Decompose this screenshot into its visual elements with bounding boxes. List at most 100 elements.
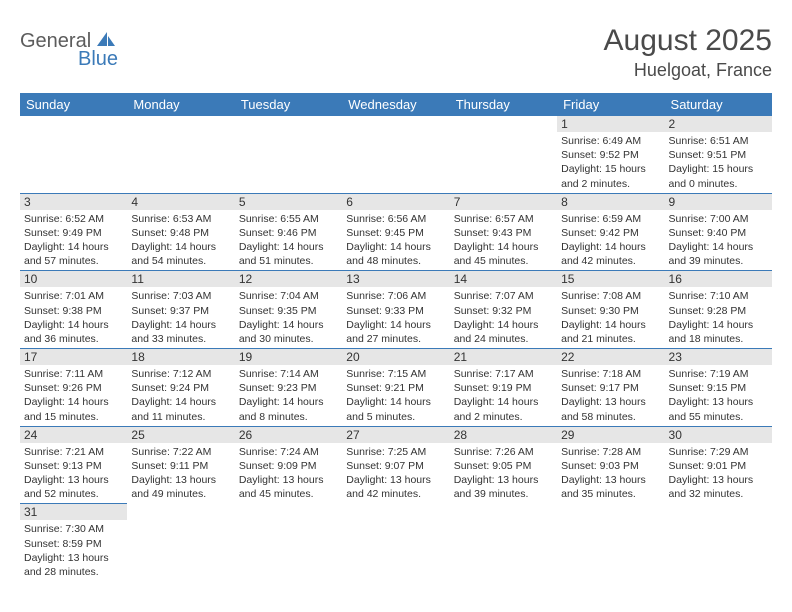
detail-line: Sunrise: 7:07 AM [454,289,553,303]
detail-line: and 36 minutes. [24,332,123,346]
calendar-cell [20,116,127,193]
detail-line: Sunrise: 7:21 AM [24,445,123,459]
calendar-row: 10Sunrise: 7:01 AMSunset: 9:38 PMDayligh… [20,271,772,349]
detail-line: and 5 minutes. [346,410,445,424]
calendar-cell: 4Sunrise: 6:53 AMSunset: 9:48 PMDaylight… [127,193,234,271]
detail-line: Daylight: 14 hours [561,240,660,254]
day-details: Sunrise: 6:53 AMSunset: 9:48 PMDaylight:… [127,210,234,271]
day-details: Sunrise: 7:00 AMSunset: 9:40 PMDaylight:… [665,210,772,271]
detail-line: Sunrise: 7:15 AM [346,367,445,381]
cell-wrap: 4Sunrise: 6:53 AMSunset: 9:48 PMDaylight… [127,194,234,271]
detail-line: Sunrise: 7:29 AM [669,445,768,459]
detail-line: Sunset: 9:45 PM [346,226,445,240]
calendar-cell: 14Sunrise: 7:07 AMSunset: 9:32 PMDayligh… [450,271,557,349]
detail-line: Sunrise: 6:52 AM [24,212,123,226]
calendar-cell [450,504,557,581]
detail-line: Sunset: 9:32 PM [454,304,553,318]
day-number: 23 [665,349,772,365]
detail-line: Daylight: 13 hours [346,473,445,487]
calendar-body: 1Sunrise: 6:49 AMSunset: 9:52 PMDaylight… [20,116,772,581]
detail-line: Daylight: 14 hours [561,318,660,332]
detail-line: Sunset: 9:26 PM [24,381,123,395]
day-details: Sunrise: 7:10 AMSunset: 9:28 PMDaylight:… [665,287,772,348]
day-details: Sunrise: 7:30 AMSunset: 8:59 PMDaylight:… [20,520,127,581]
day-details: Sunrise: 6:51 AMSunset: 9:51 PMDaylight:… [665,132,772,193]
cell-wrap: 25Sunrise: 7:22 AMSunset: 9:11 PMDayligh… [127,427,234,504]
day-number: 4 [127,194,234,210]
logo-text-blue: Blue [78,48,118,71]
day-details: Sunrise: 7:12 AMSunset: 9:24 PMDaylight:… [127,365,234,426]
day-details: Sunrise: 7:15 AMSunset: 9:21 PMDaylight:… [342,365,449,426]
detail-line: and 51 minutes. [239,254,338,268]
detail-line: Sunrise: 6:51 AM [669,134,768,148]
detail-line: Daylight: 14 hours [24,240,123,254]
detail-line: Sunset: 9:40 PM [669,226,768,240]
day-details: Sunrise: 7:07 AMSunset: 9:32 PMDaylight:… [450,287,557,348]
detail-line: Sunset: 9:13 PM [24,459,123,473]
detail-line: Sunrise: 7:14 AM [239,367,338,381]
day-number: 7 [450,194,557,210]
calendar-cell: 16Sunrise: 7:10 AMSunset: 9:28 PMDayligh… [665,271,772,349]
detail-line: and 42 minutes. [346,487,445,501]
cell-wrap: 11Sunrise: 7:03 AMSunset: 9:37 PMDayligh… [127,271,234,348]
day-details: Sunrise: 7:21 AMSunset: 9:13 PMDaylight:… [20,443,127,504]
detail-line: Sunrise: 7:28 AM [561,445,660,459]
detail-line: Sunrise: 7:03 AM [131,289,230,303]
detail-line: and 45 minutes. [454,254,553,268]
day-details: Sunrise: 6:56 AMSunset: 9:45 PMDaylight:… [342,210,449,271]
detail-line: Daylight: 14 hours [346,318,445,332]
detail-line: Sunset: 9:09 PM [239,459,338,473]
calendar-cell: 12Sunrise: 7:04 AMSunset: 9:35 PMDayligh… [235,271,342,349]
calendar-cell: 9Sunrise: 7:00 AMSunset: 9:40 PMDaylight… [665,193,772,271]
cell-wrap: 19Sunrise: 7:14 AMSunset: 9:23 PMDayligh… [235,349,342,426]
detail-line: Daylight: 15 hours [669,162,768,176]
detail-line: Daylight: 13 hours [561,473,660,487]
weekday-header-row: Sunday Monday Tuesday Wednesday Thursday… [20,93,772,116]
day-number: 17 [20,349,127,365]
day-number: 18 [127,349,234,365]
calendar-table: Sunday Monday Tuesday Wednesday Thursday… [20,93,772,581]
day-number: 31 [20,504,127,520]
detail-line: Sunrise: 6:49 AM [561,134,660,148]
day-details: Sunrise: 6:55 AMSunset: 9:46 PMDaylight:… [235,210,342,271]
calendar-cell: 1Sunrise: 6:49 AMSunset: 9:52 PMDaylight… [557,116,664,193]
calendar-cell [450,116,557,193]
detail-line: Daylight: 14 hours [454,395,553,409]
detail-line: Sunset: 9:37 PM [131,304,230,318]
detail-line: and 11 minutes. [131,410,230,424]
detail-line: and 0 minutes. [669,177,768,191]
cell-wrap: 27Sunrise: 7:25 AMSunset: 9:07 PMDayligh… [342,427,449,504]
detail-line: Sunset: 9:24 PM [131,381,230,395]
detail-line: Sunset: 9:23 PM [239,381,338,395]
weekday-header: Thursday [450,93,557,116]
cell-wrap: 2Sunrise: 6:51 AMSunset: 9:51 PMDaylight… [665,116,772,193]
detail-line: Daylight: 14 hours [669,240,768,254]
detail-line: Sunset: 9:15 PM [669,381,768,395]
detail-line: and 21 minutes. [561,332,660,346]
cell-wrap: 20Sunrise: 7:15 AMSunset: 9:21 PMDayligh… [342,349,449,426]
detail-line: Sunrise: 7:12 AM [131,367,230,381]
day-number: 9 [665,194,772,210]
day-details: Sunrise: 6:49 AMSunset: 9:52 PMDaylight:… [557,132,664,193]
cell-wrap: 7Sunrise: 6:57 AMSunset: 9:43 PMDaylight… [450,194,557,271]
day-number: 21 [450,349,557,365]
day-number: 8 [557,194,664,210]
detail-line: Daylight: 13 hours [561,395,660,409]
cell-wrap: 12Sunrise: 7:04 AMSunset: 9:35 PMDayligh… [235,271,342,348]
day-number: 2 [665,116,772,132]
detail-line: and 27 minutes. [346,332,445,346]
calendar-cell: 22Sunrise: 7:18 AMSunset: 9:17 PMDayligh… [557,349,664,427]
cell-wrap: 24Sunrise: 7:21 AMSunset: 9:13 PMDayligh… [20,427,127,504]
empty-day [450,116,557,132]
detail-line: Daylight: 13 hours [669,395,768,409]
detail-line: Sunset: 9:51 PM [669,148,768,162]
cell-wrap [20,116,127,132]
detail-line: Daylight: 14 hours [24,395,123,409]
cell-wrap: 17Sunrise: 7:11 AMSunset: 9:26 PMDayligh… [20,349,127,426]
day-number: 30 [665,427,772,443]
day-details: Sunrise: 7:01 AMSunset: 9:38 PMDaylight:… [20,287,127,348]
calendar-cell: 29Sunrise: 7:28 AMSunset: 9:03 PMDayligh… [557,426,664,504]
day-number: 12 [235,271,342,287]
detail-line: and 54 minutes. [131,254,230,268]
detail-line: Daylight: 13 hours [669,473,768,487]
